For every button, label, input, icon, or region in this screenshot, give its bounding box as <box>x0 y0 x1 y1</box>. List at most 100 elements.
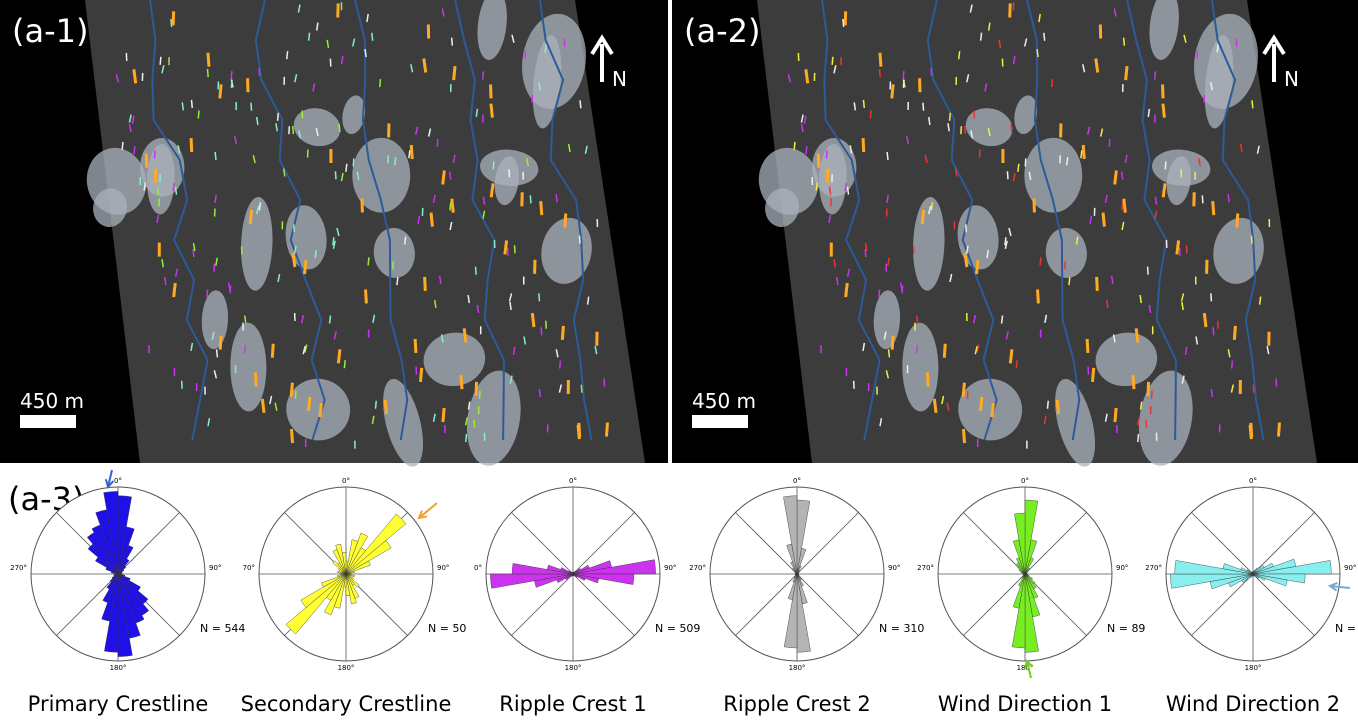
angle-label: 90° <box>888 564 900 572</box>
angle-label: 0° <box>1249 477 1257 485</box>
annotation-tick <box>922 210 923 224</box>
annotation-tick <box>1011 124 1012 132</box>
annotation-tick <box>981 397 982 411</box>
annotation-tick <box>1253 385 1254 393</box>
annotation-tick <box>1122 202 1123 210</box>
annotation-tick <box>889 349 890 357</box>
annotation-tick <box>950 113 951 121</box>
annotation-tick <box>231 80 232 88</box>
annotation-tick <box>262 399 264 413</box>
annotation-tick <box>1181 169 1182 177</box>
annotation-tick <box>818 153 819 167</box>
annotation-tick <box>1217 44 1218 52</box>
annotation-tick <box>992 403 994 417</box>
annotation-tick <box>476 267 477 275</box>
annotation-tick <box>546 321 547 329</box>
annotation-tick <box>1133 375 1134 389</box>
annotation-tick <box>1083 145 1084 159</box>
annotation-tick <box>1124 199 1126 213</box>
annotation-tick <box>466 434 467 442</box>
annotation-tick <box>425 277 426 291</box>
annotation-tick <box>353 158 354 166</box>
annotation-tick <box>966 224 967 232</box>
angle-label: 0° <box>793 477 801 485</box>
annotation-tick <box>291 429 292 443</box>
annotation-tick <box>917 315 918 323</box>
annotation-tick <box>443 408 444 422</box>
annotation-tick <box>1163 183 1165 197</box>
annotation-tick <box>217 349 218 357</box>
angle-label: 180° <box>338 664 355 672</box>
annotation-tick <box>397 277 398 285</box>
annotation-tick <box>959 51 960 59</box>
annotation-tick <box>1093 368 1094 382</box>
annotation-tick <box>579 423 580 437</box>
image-panel: (a-2)450 mN <box>672 0 1358 471</box>
angle-label: 180° <box>1245 664 1262 672</box>
annotation-tick <box>220 336 221 350</box>
annotation-tick <box>903 80 904 88</box>
annotation-tick <box>880 69 881 77</box>
annotation-tick <box>863 138 864 152</box>
annotation-tick <box>372 33 373 41</box>
annotation-tick <box>1010 349 1012 363</box>
annotation-tick <box>541 201 542 215</box>
annotation-tick <box>806 69 808 83</box>
annotation-tick <box>193 249 194 257</box>
rose-title: Wind Direction 2 <box>1166 692 1340 716</box>
annotation-tick <box>287 51 288 59</box>
annotation-tick <box>806 146 807 154</box>
annotation-tick <box>1096 59 1098 73</box>
annotation-tick <box>452 38 453 46</box>
annotation-tick <box>122 142 123 150</box>
annotation-tick <box>880 53 881 67</box>
annotation-tick <box>1165 161 1166 169</box>
annotation-tick <box>415 339 416 353</box>
rose-title: Wind Direction 1 <box>938 692 1112 716</box>
annotation-tick <box>1197 51 1198 59</box>
annotation-tick <box>491 104 492 118</box>
annotation-tick <box>346 164 347 172</box>
annotation-tick <box>1278 423 1279 437</box>
annotation-tick <box>293 126 294 134</box>
annotation-tick <box>1018 164 1019 172</box>
annotation-tick <box>315 250 316 258</box>
annotation-tick <box>293 253 295 267</box>
annotation-tick <box>1211 293 1212 301</box>
annotation-tick <box>272 344 273 358</box>
annotation-tick <box>320 403 322 417</box>
annotation-tick <box>509 169 510 177</box>
annotation-tick <box>474 420 475 428</box>
annotation-tick <box>491 84 492 98</box>
annotation-tick <box>927 372 928 386</box>
annotation-tick <box>309 33 310 41</box>
annotation-tick <box>934 399 936 413</box>
annotation-tick <box>1204 313 1206 327</box>
annotation-tick <box>981 33 982 41</box>
annotation-tick <box>278 113 279 121</box>
annotation-tick <box>182 102 183 110</box>
north-label: N <box>1284 67 1299 91</box>
annotation-tick <box>461 375 462 389</box>
annotation-tick <box>1148 382 1149 396</box>
annotation-tick <box>1202 195 1203 203</box>
annotation-tick <box>424 59 426 73</box>
annotation-tick <box>230 285 231 293</box>
annotation-tick <box>944 344 945 358</box>
annotation-tick <box>965 126 966 134</box>
annotation-tick <box>581 385 582 393</box>
annotation-tick <box>250 210 251 224</box>
n-label: N = 544 <box>200 622 245 635</box>
annotation-tick <box>245 315 246 323</box>
annotation-tick <box>1138 434 1139 442</box>
annotation-tick <box>191 100 192 108</box>
annotation-tick <box>1097 277 1098 291</box>
image-panel: (a-1)450 mN <box>0 0 668 471</box>
annotation-tick <box>344 360 345 368</box>
annotation-tick <box>963 383 964 397</box>
annotation-tick <box>1124 38 1125 46</box>
annotation-tick <box>335 171 336 179</box>
angle-label: 90° <box>1116 564 1128 572</box>
n-label: N = 509 <box>655 622 700 635</box>
